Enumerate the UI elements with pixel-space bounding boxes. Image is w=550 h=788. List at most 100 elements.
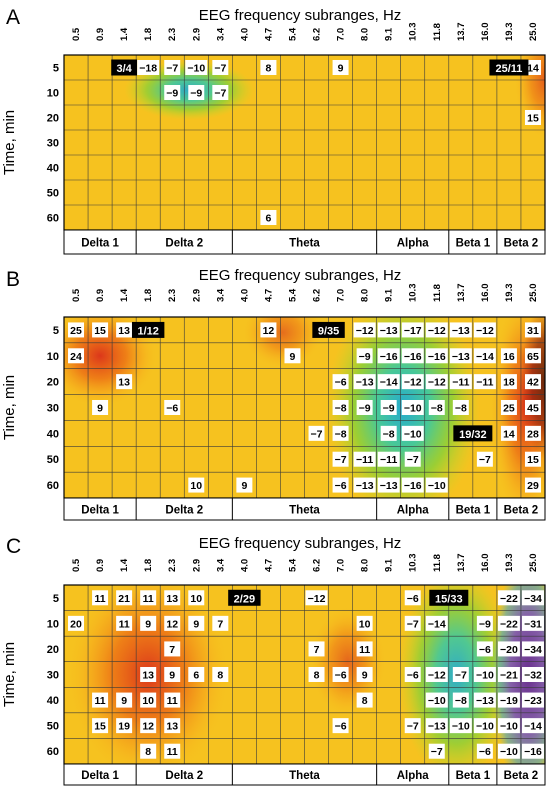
- ratio-marker-box: [453, 425, 493, 442]
- ratio-marker-label: 9/35: [318, 325, 339, 337]
- cell-value-label: 10: [359, 618, 371, 630]
- x-tick-label: 1.4: [119, 288, 130, 302]
- cell-value-box: [140, 590, 157, 606]
- cell-value-label: 11: [95, 695, 106, 707]
- cell-value-label: 9: [241, 480, 247, 492]
- cell-value-box: [524, 348, 541, 364]
- cell-value-label: 10: [142, 695, 154, 707]
- cell-value-box: [380, 400, 397, 415]
- cell-value-box: [377, 374, 400, 390]
- cell-value-box: [380, 425, 397, 441]
- cell-value-box: [356, 615, 373, 631]
- cell-value-box: [377, 451, 400, 467]
- cell-value-box: [353, 451, 376, 467]
- cell-value-label: −21: [500, 670, 518, 682]
- cell-value-box: [140, 615, 157, 631]
- cell-value-box: [185, 60, 208, 75]
- cell-value-box: [476, 641, 493, 657]
- x-tick-label: 11.8: [432, 284, 443, 302]
- cell-value-box: [500, 425, 517, 441]
- cell-value-box: [497, 641, 520, 657]
- cell-value-label: 9: [145, 618, 151, 630]
- cell-value-label: 13: [142, 670, 154, 682]
- x-tick-label: 4.0: [239, 559, 250, 572]
- x-tick-label: 3.4: [215, 288, 226, 302]
- cell-value-label: 65: [527, 351, 539, 363]
- y-tick-label: 30: [47, 138, 59, 150]
- cell-value-box: [521, 590, 544, 606]
- cell-value-label: −12: [308, 593, 326, 605]
- cell-value-box: [473, 322, 496, 338]
- y-tick-label: 10: [47, 88, 59, 100]
- y-tick-label: 20: [47, 644, 59, 656]
- cell-value-label: −6: [166, 403, 178, 415]
- cell-value-box: [425, 718, 448, 734]
- cell-value-label: −12: [428, 377, 446, 389]
- cell-value-box: [449, 718, 472, 734]
- cell-value-label: −9: [190, 88, 202, 100]
- cell-value-box: [212, 667, 229, 682]
- cell-value-label: −10: [452, 721, 470, 733]
- cell-value-box: [164, 692, 181, 708]
- cell-value-label: 18: [503, 377, 515, 389]
- cell-value-box: [140, 692, 157, 708]
- cell-value-box: [377, 477, 400, 493]
- cell-value-label: −13: [380, 325, 398, 337]
- cell-value-box: [116, 322, 133, 338]
- cell-value-label: 8: [314, 670, 320, 682]
- cell-value-label: −17: [404, 325, 422, 337]
- band-label: Beta 2: [504, 238, 539, 250]
- cell-value-label: −10: [404, 428, 422, 440]
- cell-value-box: [353, 477, 376, 493]
- chart-title: EEG frequency subranges, Hz: [199, 535, 402, 552]
- band-label: Delta 1: [81, 505, 119, 517]
- cell-value-box: [521, 641, 544, 657]
- cell-value-box: [428, 400, 445, 415]
- cell-value-box: [404, 718, 421, 734]
- cell-value-box: [212, 615, 229, 631]
- cell-value-box: [425, 692, 448, 708]
- cell-value-label: 8: [362, 695, 368, 707]
- cell-value-box: [332, 667, 349, 682]
- cell-value-box: [68, 615, 85, 631]
- cell-value-label: 19: [118, 721, 130, 733]
- cell-value-box: [524, 322, 541, 338]
- cell-value-box: [425, 348, 448, 364]
- y-tick-label: 5: [53, 63, 59, 75]
- cell-value-label: 15: [527, 454, 539, 466]
- cell-value-box: [356, 641, 373, 657]
- cell-value-box: [401, 400, 424, 415]
- cell-value-box: [524, 477, 541, 493]
- x-tick-label: 7.0: [336, 28, 347, 41]
- y-tick-label: 30: [47, 670, 59, 682]
- cell-value-label: −7: [407, 721, 419, 733]
- band-label: Beta 2: [504, 505, 539, 517]
- x-tick-label: 0.5: [71, 27, 82, 41]
- cell-value-box: [308, 667, 325, 682]
- y-axis-label: Time, min: [1, 375, 18, 440]
- cell-value-label: 11: [143, 593, 154, 605]
- cell-value-box: [497, 743, 520, 759]
- band-label: Beta 1: [456, 770, 491, 782]
- cell-value-box: [524, 400, 541, 415]
- cell-value-label: −16: [380, 351, 398, 363]
- x-tick-label: 25.0: [528, 23, 539, 42]
- x-tick-label: 8.0: [360, 28, 371, 41]
- x-tick-label: 25.0: [528, 284, 539, 303]
- ratio-marker-box: [111, 59, 138, 76]
- y-tick-label: 5: [53, 325, 59, 337]
- cell-value-label: −10: [428, 480, 446, 492]
- band-label: Alpha: [397, 238, 430, 250]
- ratio-marker-box: [429, 589, 469, 606]
- cell-value-label: −8: [455, 403, 467, 415]
- cell-value-label: 20: [70, 618, 82, 630]
- x-tick-label: 19.3: [504, 23, 515, 42]
- heatmap-blob-hot: [64, 317, 158, 408]
- cell-value-label: −10: [404, 403, 422, 415]
- x-tick-label: 10.3: [408, 284, 419, 303]
- cell-value-label: −32: [524, 670, 542, 682]
- cell-value-label: −16: [524, 746, 542, 758]
- cell-value-label: −7: [431, 746, 443, 758]
- x-tick-label: 11.8: [432, 23, 443, 41]
- cell-value-box: [212, 60, 229, 75]
